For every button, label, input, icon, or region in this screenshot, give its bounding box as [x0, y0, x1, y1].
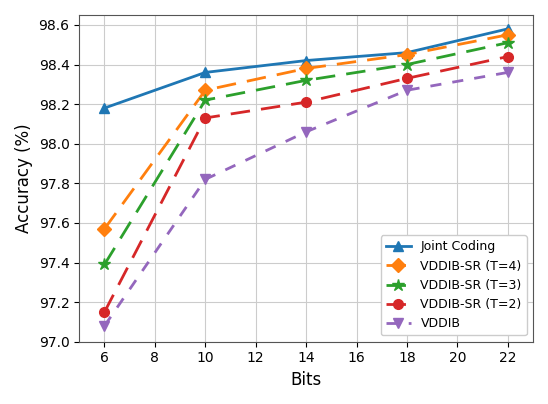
VDDIB-SR (T=3) [101, 262, 108, 267]
VDDIB-SR (T=2) [101, 309, 108, 314]
VDDIB-SR (T=4) [101, 226, 108, 231]
VDDIB-SR (T=4) [303, 66, 310, 71]
VDDIB [404, 88, 410, 93]
VDDIB [202, 177, 209, 182]
Line: VDDIB: VDDIB [100, 67, 513, 331]
VDDIB-SR (T=3) [505, 40, 511, 45]
Joint Coding [505, 26, 511, 31]
Legend: Joint Coding, VDDIB-SR (T=4), VDDIB-SR (T=3), VDDIB-SR (T=2), VDDIB: Joint Coding, VDDIB-SR (T=4), VDDIB-SR (… [380, 236, 527, 335]
Joint Coding [101, 105, 108, 110]
X-axis label: Bits: Bits [290, 371, 322, 389]
Joint Coding [202, 70, 209, 75]
Line: VDDIB-SR (T=2): VDDIB-SR (T=2) [100, 52, 513, 317]
VDDIB-SR (T=4) [404, 52, 410, 57]
VDDIB [101, 324, 108, 328]
VDDIB-SR (T=3) [303, 78, 310, 83]
VDDIB-SR (T=4) [505, 32, 511, 37]
Line: Joint Coding: Joint Coding [100, 24, 513, 113]
VDDIB-SR (T=4) [202, 88, 209, 93]
VDDIB-SR (T=2) [505, 54, 511, 59]
Joint Coding [303, 58, 310, 63]
VDDIB [505, 70, 511, 75]
VDDIB [303, 129, 310, 134]
Joint Coding [404, 50, 410, 55]
VDDIB-SR (T=3) [404, 62, 410, 67]
VDDIB-SR (T=2) [303, 100, 310, 105]
Y-axis label: Accuracy (%): Accuracy (%) [15, 124, 33, 233]
Line: VDDIB-SR (T=4): VDDIB-SR (T=4) [100, 30, 513, 234]
VDDIB-SR (T=3) [202, 98, 209, 103]
VDDIB-SR (T=2) [404, 76, 410, 81]
Line: VDDIB-SR (T=3): VDDIB-SR (T=3) [98, 36, 514, 271]
VDDIB-SR (T=2) [202, 116, 209, 120]
